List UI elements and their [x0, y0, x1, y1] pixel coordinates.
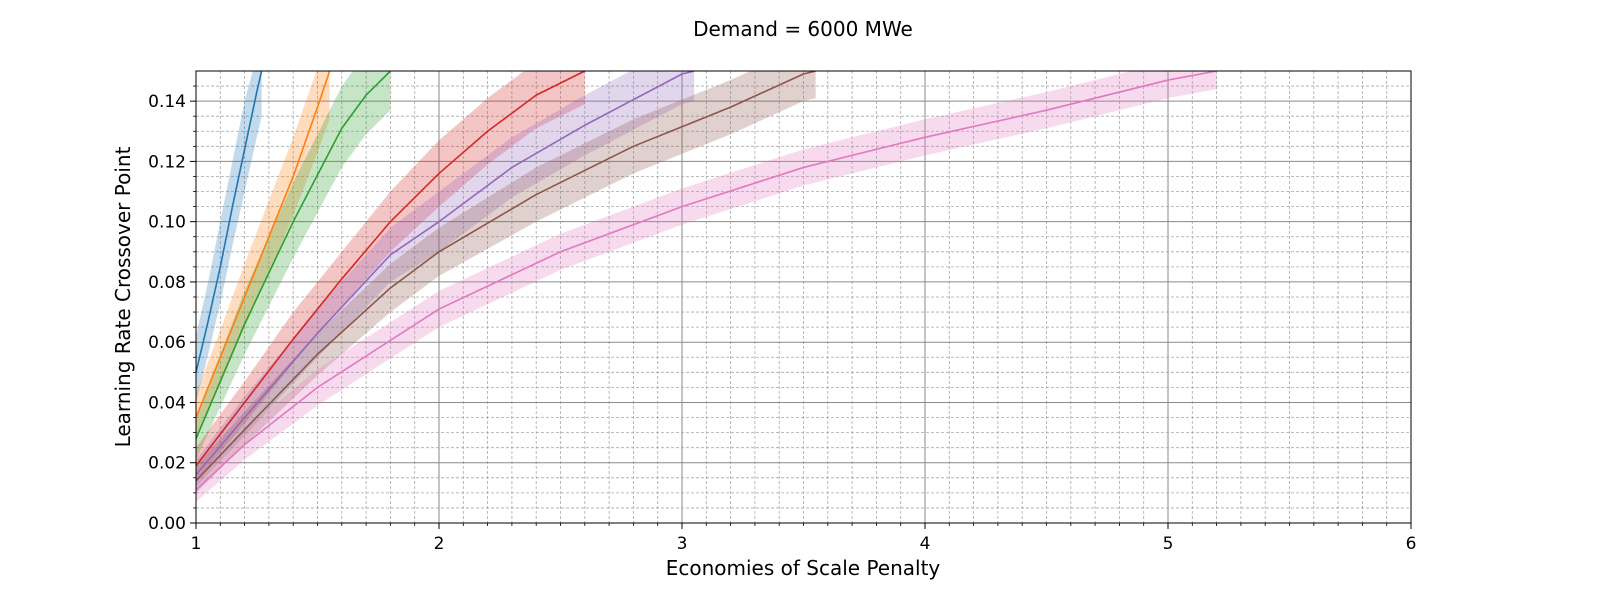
y-axis-ticks: 0.00 0.02 0.04 0.06 0.08 0.10 0.12 0.14 [148, 85, 196, 534]
y-tick-label: 0.06 [148, 333, 186, 353]
series-6-line [196, 71, 816, 482]
series-6-band [196, 71, 816, 493]
series-4-band [196, 71, 585, 481]
x-axis-ticks: 1 2 3 4 5 6 [191, 523, 1417, 554]
x-tick-label: 1 [191, 534, 202, 554]
series-2-line [196, 71, 331, 418]
y-tick-label: 0.00 [148, 514, 186, 534]
x-axis-label: Economies of Scale Penalty [666, 556, 941, 580]
y-tick-label: 0.14 [148, 92, 186, 112]
y-tick-label: 0.12 [148, 152, 186, 172]
series-3-line [196, 71, 391, 439]
y-tick-label: 0.10 [148, 213, 186, 233]
confidence-bands [196, 71, 1217, 502]
y-axis-label: Learning Rate Crossover Point [111, 146, 135, 447]
x-tick-label: 3 [677, 534, 688, 554]
series-1-line [196, 71, 263, 373]
y-tick-label: 0.04 [148, 393, 186, 413]
chart-title: Demand = 6000 MWe [693, 17, 913, 41]
x-tick-label: 2 [434, 534, 445, 554]
series-4-line [196, 71, 586, 467]
x-tick-label: 6 [1406, 534, 1417, 554]
x-tick-label: 4 [920, 534, 931, 554]
grid [196, 71, 1411, 523]
series-2-band [196, 71, 330, 439]
x-tick-label: 5 [1163, 534, 1174, 554]
series-5-band [196, 71, 695, 487]
series-3-band [196, 71, 391, 460]
series-7-line [196, 71, 1217, 491]
y-tick-label: 0.02 [148, 454, 186, 474]
y-tick-label: 0.08 [148, 273, 186, 293]
series-lines [196, 71, 1217, 491]
series-1-band [196, 71, 262, 403]
series-5-line [196, 71, 695, 476]
